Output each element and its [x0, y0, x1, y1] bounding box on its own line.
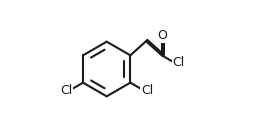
Text: Cl: Cl	[173, 56, 185, 69]
Text: O: O	[157, 29, 167, 42]
Text: Cl: Cl	[141, 84, 153, 97]
Text: Cl: Cl	[60, 84, 72, 97]
